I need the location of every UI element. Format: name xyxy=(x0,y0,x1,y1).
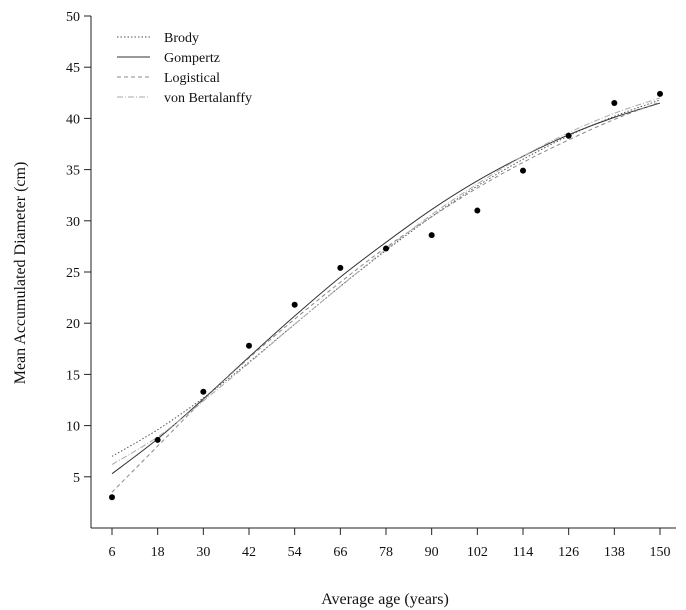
x-tick-label: 30 xyxy=(196,545,210,560)
observed-point xyxy=(200,388,207,395)
legend-label: Brody xyxy=(164,31,199,46)
x-axis-title: Average age (years) xyxy=(321,591,449,608)
observed-point xyxy=(565,132,572,139)
observed-point xyxy=(337,264,344,271)
y-tick-label: 40 xyxy=(66,112,80,127)
fitted-curves xyxy=(111,97,661,493)
x-tick-label: 6 xyxy=(109,545,116,560)
x-tick-label: 78 xyxy=(379,545,393,560)
legend: Brody Gompertz Logistical von Bertalanffy xyxy=(117,31,252,106)
observed-point xyxy=(246,342,252,349)
x-tick-label: 66 xyxy=(333,545,347,560)
series-line-brody xyxy=(111,99,661,457)
x-axis-ticks: 6 18 30 42 54 66 78 90 102 114 126 138 150 xyxy=(109,528,671,560)
x-tick-label: 138 xyxy=(604,545,625,560)
observed-point xyxy=(109,494,115,501)
y-tick-label: 25 xyxy=(66,266,80,281)
legend-label: von Bertalanffy xyxy=(164,91,252,106)
series-line-logistical xyxy=(111,101,661,493)
y-axis-ticks: 5 10 15 20 25 30 35 40 45 50 xyxy=(66,10,91,486)
y-tick-label: 45 xyxy=(66,61,80,76)
y-tick-label: 15 xyxy=(66,368,80,383)
observed-point xyxy=(154,436,161,443)
legend-label: Gompertz xyxy=(164,51,220,66)
x-tick-label: 54 xyxy=(288,545,302,560)
y-tick-label: 35 xyxy=(66,164,80,179)
y-tick-label: 5 xyxy=(73,471,80,486)
observed-point xyxy=(428,232,435,239)
legend-label: Logistical xyxy=(164,71,220,86)
observed-point xyxy=(474,207,481,214)
y-tick-label: 30 xyxy=(66,215,80,230)
y-tick-label: 20 xyxy=(66,317,80,332)
x-tick-label: 18 xyxy=(151,545,165,560)
x-tick-label: 126 xyxy=(558,545,579,560)
x-tick-label: 114 xyxy=(513,545,533,560)
observed-points xyxy=(109,90,663,501)
x-tick-label: 150 xyxy=(650,545,671,560)
series-line-von-bertalanffy xyxy=(111,97,661,465)
x-tick-label: 102 xyxy=(467,545,488,560)
y-tick-label: 50 xyxy=(66,10,80,25)
y-tick-label: 10 xyxy=(66,420,80,435)
observed-point xyxy=(383,245,389,252)
observed-point xyxy=(657,90,663,97)
observed-point xyxy=(291,301,298,308)
x-tick-label: 42 xyxy=(242,545,256,560)
series-line-gompertz xyxy=(111,102,661,475)
y-axis-title: Mean Accumulated Diameter (cm) xyxy=(12,162,29,385)
x-tick-label: 90 xyxy=(425,545,439,560)
observed-point xyxy=(520,167,526,174)
observed-point xyxy=(611,100,618,107)
